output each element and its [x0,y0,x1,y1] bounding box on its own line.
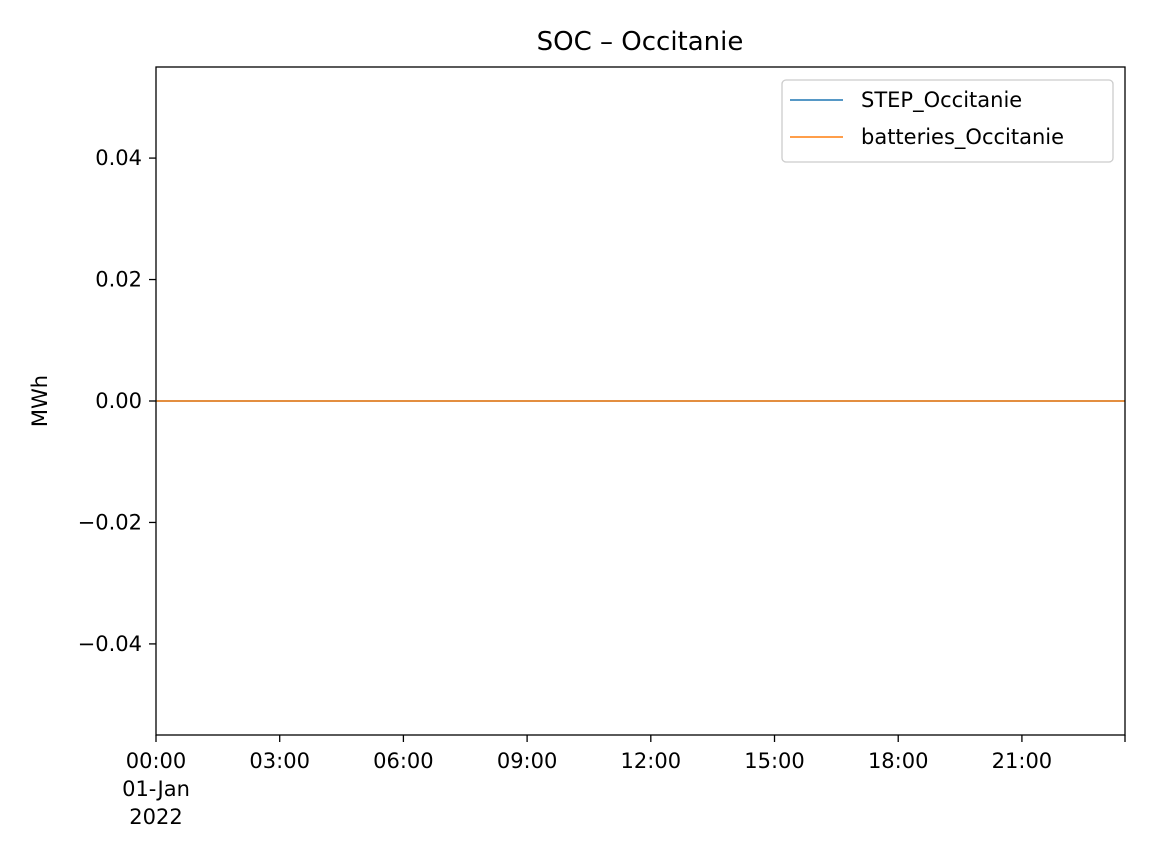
y-tick-label: 0.04 [95,146,142,170]
x-tick-label: 21:00 [992,749,1053,773]
legend-label: STEP_Occitanie [861,88,1022,113]
x-tick-label: 15:00 [744,749,805,773]
y-tick-label: 0.00 [95,389,142,413]
x-tick-label: 03:00 [249,749,310,773]
x-tick-label: 09:00 [497,749,558,773]
legend: STEP_Occitanie batteries_Occitanie [781,79,1114,163]
x-axis: 00:00 01-Jan 2022 03:00 06:00 09:00 12:00 15:00… [122,735,1126,829]
x-tick-label: 18:00 [868,749,929,773]
y-axis: 0.04 0.02 0.00 −0.02 −0.04 [78,146,156,656]
legend-label: batteries_Occitanie [861,125,1064,150]
x-tick-label: 00:00 [126,749,187,773]
y-tick-label: 0.02 [95,268,142,292]
x-tick-label: 06:00 [373,749,434,773]
x-tick-label: 12:00 [621,749,682,773]
x-tick-label: 01-Jan [122,777,190,801]
y-tick-label: −0.02 [78,510,142,534]
x-tick-label: 2022 [129,805,182,829]
y-axis-label: MWh [28,375,52,427]
legend-box [781,79,1114,163]
y-tick-label: −0.04 [78,632,142,656]
chart-title: SOC – Occitanie [537,27,744,57]
